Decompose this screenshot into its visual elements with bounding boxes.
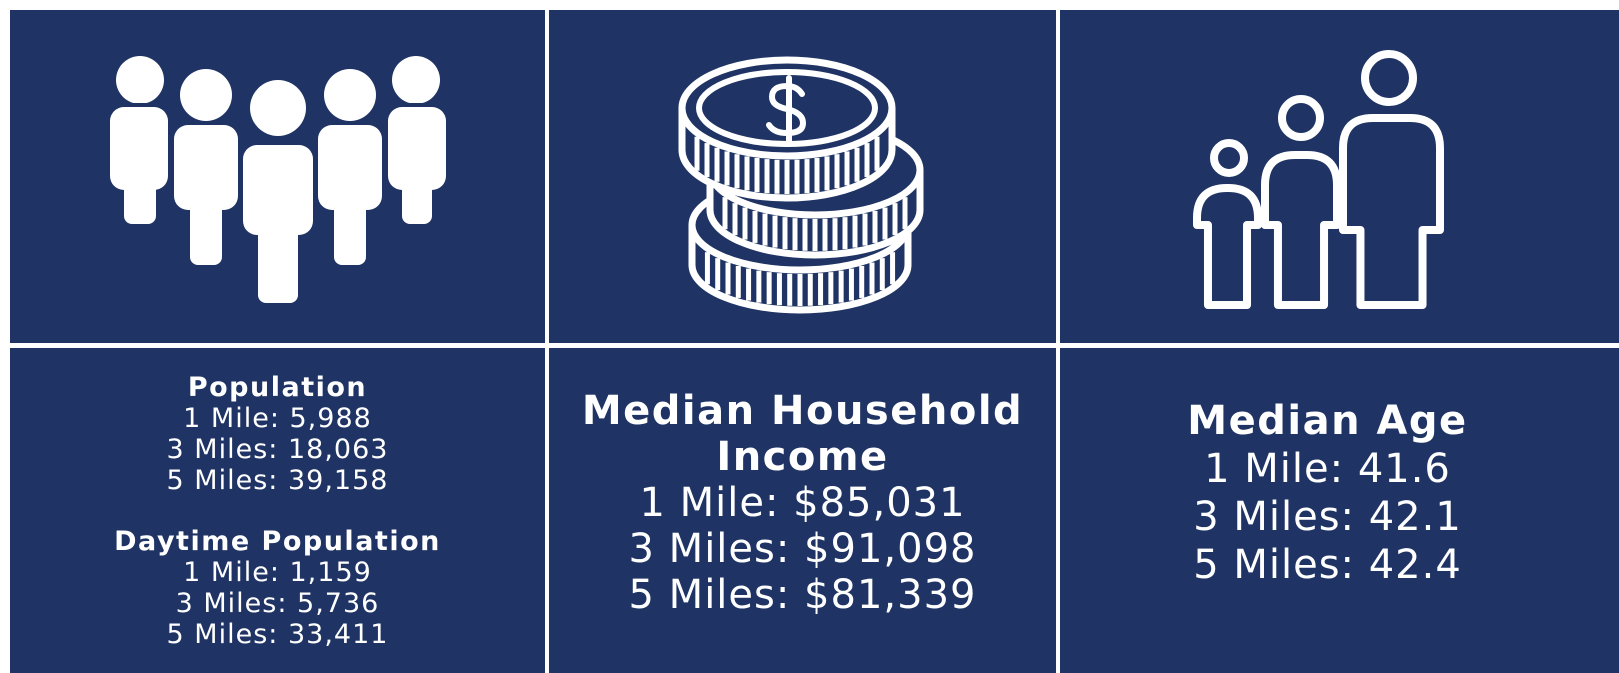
person-head (250, 80, 306, 136)
stat-line: 5 Miles: 39,158 (166, 464, 389, 496)
dollar (766, 75, 807, 144)
stat-line: 3 Miles: 18,063 (166, 433, 389, 465)
stat-line: 3 Miles: 42.1 (1193, 494, 1462, 540)
person-legs (124, 137, 156, 224)
stat-line: 3 Miles: 5,736 (175, 587, 380, 619)
stat-line: 5 Miles: 42.4 (1193, 542, 1462, 588)
person-legs (402, 137, 432, 224)
stat-line: 5 Miles: 33,411 (166, 618, 389, 650)
family-body (1193, 184, 1262, 309)
stat-title: Population (187, 371, 368, 403)
stat-line: 1 Mile: 1,159 (183, 556, 372, 588)
panel (1060, 348, 1619, 673)
person-head (116, 56, 164, 104)
icons (106, 50, 1444, 314)
section: Population 1 Mile: 5,988 3 Miles: 18,063 5 … (167, 372, 389, 496)
stat-line: 1 Mile: $85,031 (639, 480, 966, 526)
person-legs (258, 175, 298, 303)
stat-line: 3 Miles: $91,098 (628, 526, 977, 572)
age-card: Median Age 1 Mile: 41.6 3 Miles: 42.1 5 Mil… (1060, 348, 1595, 638)
person-legs (334, 155, 366, 265)
person-legs (190, 155, 222, 265)
stat-line: 1 Mile: 41.6 (1204, 446, 1451, 492)
family-body (1261, 151, 1341, 309)
stat-line: 5 Miles: $81,339 (628, 572, 977, 618)
section: Median Age 1 Mile: 41.6 3 Miles: 42.1 5 Mil… (1187, 397, 1467, 589)
family-head (1210, 139, 1248, 177)
person-head (392, 56, 440, 104)
panel (549, 348, 1056, 673)
person-head (324, 69, 376, 121)
stat-line: 1 Mile: 5,988 (183, 402, 372, 434)
stat-title: Median Household Income (581, 388, 1024, 480)
section: Daytime Population 1 Mile: 1,159 3 Miles: … (114, 526, 441, 650)
stat-title: Median Age (1187, 398, 1468, 444)
income-card: Median Household Income 1 Mile: $85,031 3 … (549, 348, 1056, 658)
population-card: Population 1 Mile: 5,988 3 Miles: 18,063 5 … (10, 348, 545, 673)
coin-inner (696, 69, 878, 147)
family-body (1339, 114, 1444, 309)
section: Median Household Income 1 Mile: $85,031 3 … (568, 388, 1038, 618)
family-head (1278, 95, 1324, 141)
family-head (1361, 50, 1417, 106)
stat-title: Daytime Population (114, 525, 441, 557)
panel (10, 348, 545, 673)
person-head (180, 69, 232, 121)
